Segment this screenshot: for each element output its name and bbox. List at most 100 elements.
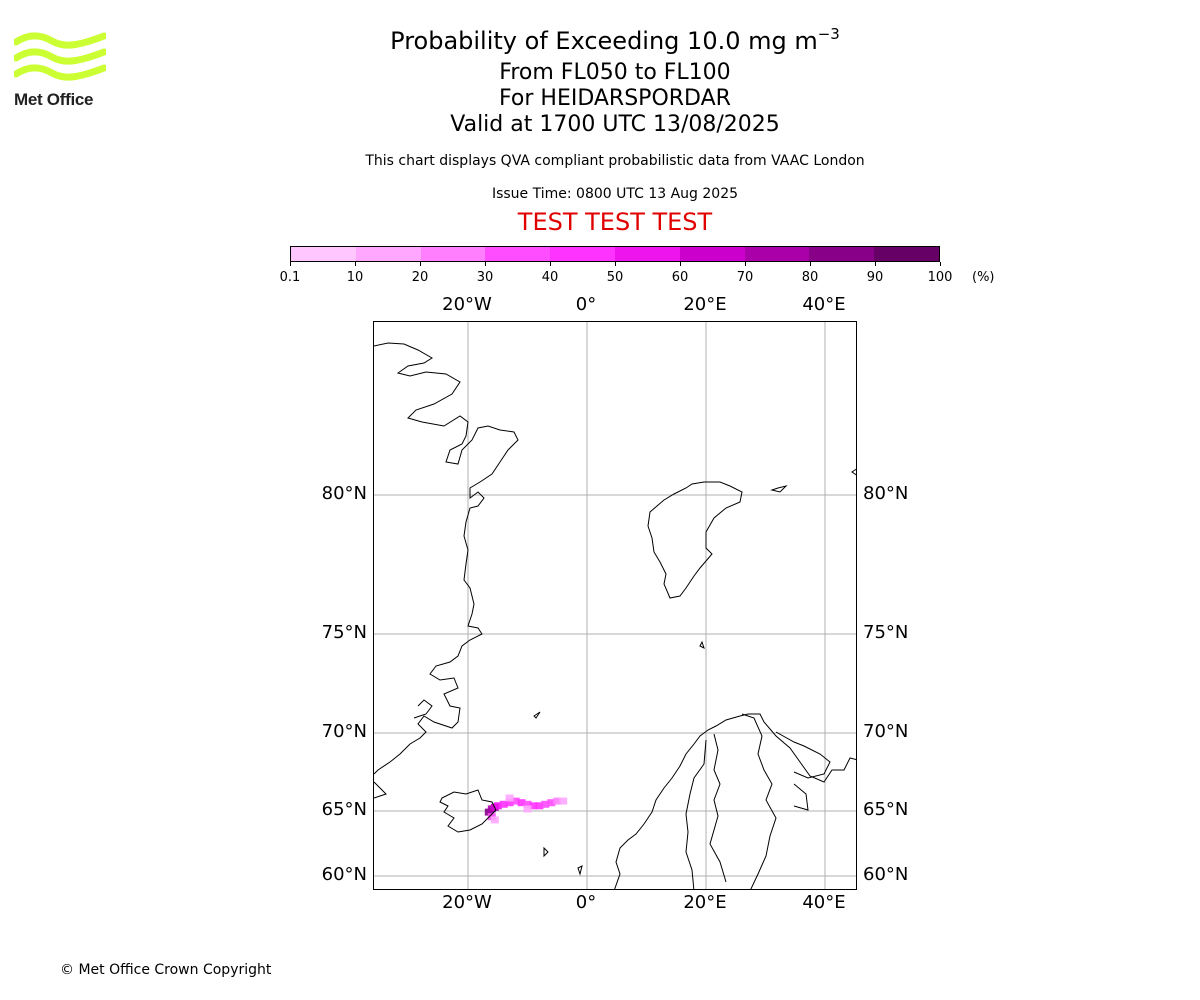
colorbar-segment bbox=[355, 247, 421, 261]
colorbar-unit: (%) bbox=[972, 270, 995, 285]
ash-probability-cell bbox=[529, 802, 538, 810]
colorbar-segment bbox=[485, 247, 551, 261]
colorbar-segment bbox=[744, 247, 810, 261]
colorbar-tick bbox=[419, 262, 421, 266]
coastline bbox=[614, 713, 856, 889]
ash-probability-cell bbox=[511, 797, 520, 805]
longitude-label-top: 0° bbox=[575, 294, 597, 315]
logo-text: Met Office bbox=[14, 90, 94, 109]
coastline bbox=[374, 342, 519, 775]
colorbar-tick bbox=[484, 262, 486, 266]
ash-probability-cell bbox=[499, 800, 508, 808]
ash-probability-cell bbox=[541, 800, 550, 808]
test-banner: TEST TEST TEST bbox=[517, 208, 713, 236]
issue-time: Issue Time: 0800 UTC 13 Aug 2025 bbox=[491, 186, 739, 202]
ash-probability-cell bbox=[493, 802, 502, 810]
main-title: Probability of Exceeding 10.0 mg m−3 bbox=[390, 25, 840, 56]
colorbar-segment bbox=[874, 247, 939, 261]
ash-probability-cell bbox=[490, 816, 499, 824]
qva-note: This chart displays QVA compliant probab… bbox=[365, 153, 865, 169]
ash-probability-cell bbox=[523, 800, 532, 808]
ash-probability-cell bbox=[517, 799, 526, 807]
longitude-label-bottom: 20°E bbox=[683, 892, 727, 913]
volcano-title: For HEIDARSPORDAR bbox=[499, 86, 731, 111]
logo-wave bbox=[14, 48, 106, 65]
colorbar-label: 100 bbox=[927, 270, 953, 285]
colorbar-tick bbox=[809, 262, 811, 266]
colorbar-tick bbox=[874, 262, 876, 266]
latitude-label-left: 70°N bbox=[321, 721, 367, 742]
colorbar-label: 50 bbox=[606, 270, 624, 285]
colorbar-tick bbox=[354, 262, 356, 266]
colorbar-label: 90 bbox=[866, 270, 884, 285]
coastline bbox=[577, 865, 583, 876]
colorbar-label: 10 bbox=[346, 270, 364, 285]
colorbar-segment bbox=[420, 247, 486, 261]
ash-probability-cell bbox=[505, 794, 514, 802]
logo-wave bbox=[14, 64, 106, 81]
ash-probability-cell bbox=[523, 805, 532, 813]
longitude-label-top: 20°E bbox=[683, 294, 727, 315]
longitude-label-bottom: 40°E bbox=[802, 892, 846, 913]
coastline bbox=[709, 733, 727, 883]
colorbar-label: 20 bbox=[411, 270, 429, 285]
latitude-label-right: 60°N bbox=[863, 864, 909, 885]
met-office-logo: Met Office bbox=[14, 30, 110, 114]
coastline bbox=[699, 640, 705, 649]
longitude-label-top: 20°W bbox=[442, 294, 492, 315]
colorbar-label: 40 bbox=[541, 270, 559, 285]
colorbar-segment bbox=[614, 247, 680, 261]
logo-wave bbox=[14, 32, 106, 49]
latitude-label-left: 75°N bbox=[321, 622, 367, 643]
colorbar-tick bbox=[679, 262, 681, 266]
coastline bbox=[793, 783, 809, 811]
coastline bbox=[770, 485, 788, 493]
met-office-wave-icon bbox=[14, 32, 106, 81]
colorbar-segment bbox=[550, 247, 615, 261]
coastline bbox=[413, 699, 433, 719]
colorbar-segment bbox=[679, 247, 745, 261]
colorbar-tick bbox=[549, 262, 551, 266]
chart-titles: Probability of Exceeding 10.0 mg m−3 Fro… bbox=[290, 24, 940, 237]
coastline bbox=[741, 713, 777, 889]
colorbar-tick bbox=[289, 262, 291, 266]
coastline bbox=[775, 731, 831, 779]
colorbar-segment bbox=[809, 247, 875, 261]
coastline bbox=[374, 781, 387, 799]
ash-probability-cell bbox=[559, 797, 568, 805]
ash-probability-cell bbox=[547, 799, 556, 807]
coastline bbox=[533, 711, 541, 719]
longitude-label-bottom: 20°W bbox=[442, 892, 492, 913]
latitude-label-right: 75°N bbox=[863, 622, 909, 643]
map-canvas bbox=[374, 322, 856, 889]
latitude-label-right: 70°N bbox=[863, 721, 909, 742]
valid-time-title: Valid at 1700 UTC 13/08/2025 bbox=[450, 112, 780, 137]
longitude-label-top: 40°E bbox=[802, 294, 846, 315]
latitude-label-left: 65°N bbox=[321, 799, 367, 820]
ash-probability-cell bbox=[535, 802, 544, 810]
level-range-title: From FL050 to FL100 bbox=[499, 60, 731, 85]
latitude-label-right: 80°N bbox=[863, 483, 909, 504]
coastline bbox=[851, 468, 856, 476]
copyright-text: © Met Office Crown Copyright bbox=[60, 962, 272, 978]
ash-probability-cell bbox=[553, 797, 562, 805]
colorbar-tick bbox=[614, 262, 616, 266]
colorbar-tick bbox=[744, 262, 746, 266]
coastline bbox=[647, 481, 743, 599]
colorbar-label: 30 bbox=[476, 270, 494, 285]
latitude-label-left: 80°N bbox=[321, 483, 367, 504]
colorbar-label: 0.1 bbox=[279, 270, 301, 285]
colorbar-tick bbox=[939, 262, 941, 266]
coastline bbox=[439, 789, 497, 833]
ash-probability-cell bbox=[505, 799, 514, 807]
colorbar-label: 60 bbox=[671, 270, 689, 285]
longitude-label-bottom: 0° bbox=[575, 892, 597, 913]
coastline bbox=[543, 846, 549, 858]
colorbar-label: 70 bbox=[736, 270, 754, 285]
colorbar-segment bbox=[291, 247, 356, 261]
latitude-label-right: 65°N bbox=[863, 799, 909, 820]
coastline bbox=[685, 739, 707, 889]
map-plot bbox=[373, 321, 857, 890]
probability-colorbar bbox=[290, 246, 940, 262]
latitude-label-left: 60°N bbox=[321, 864, 367, 885]
